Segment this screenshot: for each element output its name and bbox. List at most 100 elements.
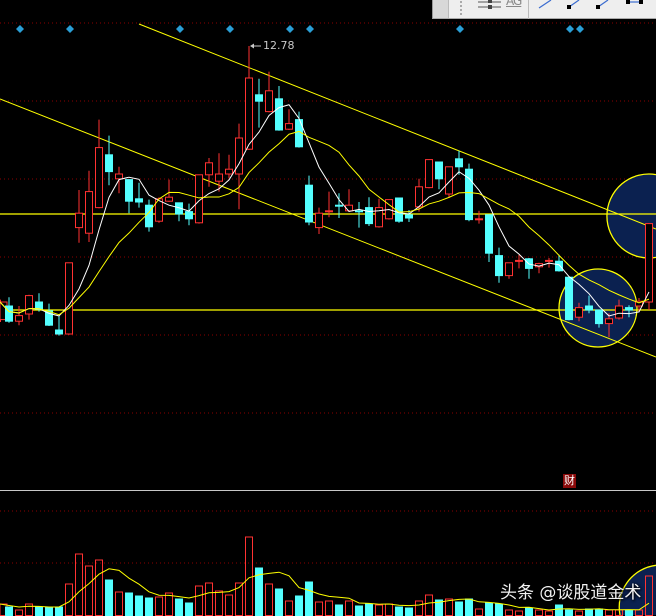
line-tool-icon[interactable]: [537, 0, 557, 18]
upper-trendline[interactable]: [138, 23, 656, 230]
candle-down[interactable]: [335, 204, 343, 207]
lower-trendline[interactable]: [0, 98, 656, 358]
candle-down[interactable]: [255, 94, 263, 102]
volume-bar: [125, 592, 133, 616]
candle-up[interactable]: [225, 168, 233, 175]
horizontal-segment-tool-icon[interactable]: [624, 0, 654, 18]
candle-down[interactable]: [275, 98, 283, 131]
candle-up[interactable]: [95, 147, 103, 209]
candle-down[interactable]: [185, 211, 193, 220]
volume-bar: [485, 602, 493, 616]
candle-down[interactable]: [595, 309, 603, 325]
candle-up[interactable]: [75, 212, 83, 229]
volume-bar: [275, 588, 283, 616]
candle-down[interactable]: [495, 255, 503, 277]
event-marker-diamond-icon[interactable]: [576, 25, 584, 33]
slider-tool-icon[interactable]: [475, 0, 505, 18]
candle-up[interactable]: [245, 77, 253, 150]
candle-down[interactable]: [5, 305, 13, 322]
text-tool-button[interactable]: AG: [506, 0, 522, 8]
candle-down[interactable]: [465, 168, 473, 221]
candle-up[interactable]: [15, 315, 23, 322]
candle-up[interactable]: [645, 223, 653, 303]
ray-tool-icon[interactable]: [565, 0, 587, 18]
candle-down[interactable]: [55, 329, 63, 335]
event-marker-diamond-icon[interactable]: [16, 25, 24, 33]
highlight-circle[interactable]: [619, 565, 656, 615]
candle-down[interactable]: [435, 161, 443, 180]
candle-up[interactable]: [375, 207, 383, 228]
candle-up[interactable]: [615, 305, 623, 319]
event-marker-diamond-icon[interactable]: [226, 25, 234, 33]
candle-up[interactable]: [575, 307, 583, 318]
candle-up[interactable]: [205, 162, 213, 176]
candle-down[interactable]: [485, 214, 493, 254]
toolbar-handle[interactable]: [433, 0, 449, 18]
event-marker-diamond-icon[interactable]: [176, 25, 184, 33]
financial-report-badge[interactable]: 财: [563, 474, 576, 488]
candle-up[interactable]: [315, 212, 323, 229]
candle-down[interactable]: [125, 179, 133, 202]
ma-short-line: [0, 104, 650, 317]
candle-up[interactable]: [425, 159, 433, 189]
candle-down[interactable]: [585, 305, 593, 311]
candle-down[interactable]: [175, 202, 183, 215]
candle-up[interactable]: [515, 259, 523, 262]
candle-down[interactable]: [625, 307, 633, 311]
volume-bar: [425, 594, 433, 616]
volume-bar: [585, 608, 593, 616]
candle-down[interactable]: [555, 260, 563, 272]
drawing-toolbar: AG: [432, 0, 656, 19]
event-marker-diamond-icon[interactable]: [306, 25, 314, 33]
candle-down[interactable]: [45, 310, 53, 326]
candle-up[interactable]: [445, 166, 453, 195]
volume-bar: [95, 559, 103, 616]
event-marker-diamond-icon[interactable]: [566, 25, 574, 33]
candle-down[interactable]: [565, 276, 573, 321]
candle-down[interactable]: [455, 158, 463, 168]
candle-up[interactable]: [115, 173, 123, 180]
event-marker-diamond-icon[interactable]: [456, 25, 464, 33]
watermark: 头条 @谈股道金术: [500, 583, 642, 603]
volume-bar: [145, 597, 153, 616]
candle-up[interactable]: [285, 123, 293, 130]
candle-up[interactable]: [635, 300, 643, 307]
candle-up[interactable]: [475, 218, 483, 221]
candle-up[interactable]: [85, 191, 93, 234]
segment-tool-icon[interactable]: [594, 0, 616, 18]
volume-bar: [385, 603, 393, 616]
candle-down[interactable]: [365, 207, 373, 225]
toolbar-grip-icon[interactable]: [460, 1, 462, 15]
candle-down[interactable]: [395, 197, 403, 222]
event-marker-diamond-icon[interactable]: [66, 25, 74, 33]
candle-up[interactable]: [165, 196, 173, 202]
candle-up[interactable]: [25, 295, 33, 315]
candle-down[interactable]: [405, 214, 413, 219]
candle-up[interactable]: [215, 173, 223, 182]
candle-up[interactable]: [325, 210, 333, 213]
candle-down[interactable]: [35, 301, 43, 310]
volume-bar: [25, 603, 33, 616]
volume-bar: [35, 606, 43, 616]
highlight-circle-outline: [618, 564, 656, 616]
candle-up[interactable]: [65, 262, 73, 335]
volume-bar: [305, 581, 313, 616]
volume-bar: [45, 606, 53, 616]
candle-down[interactable]: [355, 210, 363, 213]
candle-up[interactable]: [545, 259, 553, 262]
candle-down[interactable]: [305, 184, 313, 223]
volume-bar: [85, 565, 93, 616]
volume-bar: [405, 607, 413, 616]
candle-up[interactable]: [605, 318, 613, 325]
candle-down[interactable]: [105, 154, 113, 173]
volume-bar: [195, 585, 203, 616]
highlight-circle-outline: [606, 173, 656, 259]
candle-up[interactable]: [505, 262, 513, 277]
highlight-circle[interactable]: [606, 174, 656, 258]
candle-down[interactable]: [135, 198, 143, 203]
volume-bar: [155, 596, 163, 616]
highlight-circle[interactable]: [558, 268, 638, 348]
event-marker-diamond-icon[interactable]: [286, 25, 294, 33]
candle-up[interactable]: [265, 90, 273, 113]
